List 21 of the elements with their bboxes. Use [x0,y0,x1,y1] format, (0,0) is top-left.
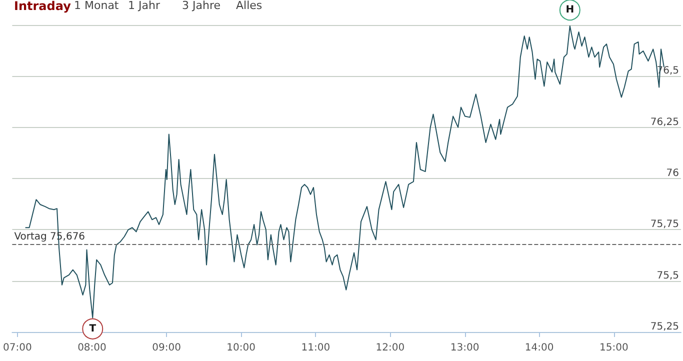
text: 3 Jahre [182,0,221,12]
x-tick-label: 14:00 [524,342,554,354]
y-tick-label: 76,25 [650,116,679,128]
chart-title: Intraday [14,0,72,13]
x-tick-label: 10:00 [226,342,256,354]
y-tick-label: 75,25 [650,322,679,332]
text: 1 Jahr [128,0,160,12]
x-tick-label: 08:00 [78,342,106,354]
x-tick-label: 15:00 [599,342,628,354]
annotation: T [89,323,96,334]
text: Alles [236,0,262,12]
y-tick-label: 75,75 [650,219,679,230]
annotation: H [566,4,574,16]
x-tick-label: 13:00 [450,342,480,354]
x-tick-label: 07:00 [2,342,32,354]
x-tick-label: 11:00 [301,342,330,354]
y-tick-label: 76 [666,168,679,179]
y-tick-label: 75,5 [656,270,679,282]
text: 1 Monat [74,0,120,12]
x-tick-label: 12:00 [376,342,405,354]
x-tick-label: 09:00 [152,342,181,354]
